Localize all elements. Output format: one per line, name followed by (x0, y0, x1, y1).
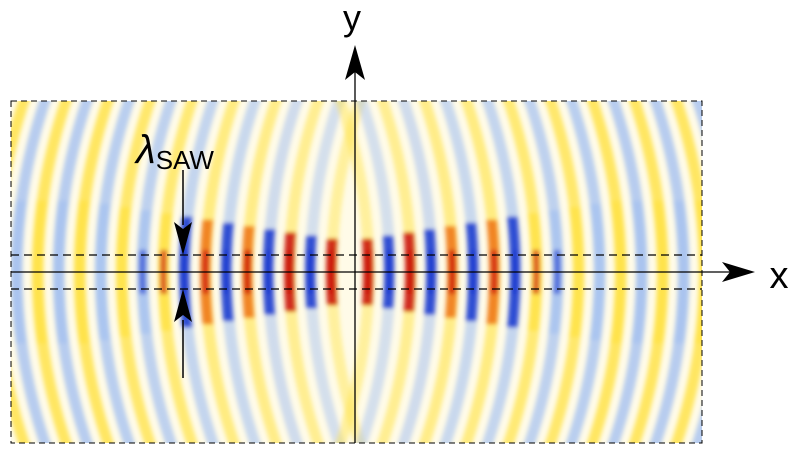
wavelength-arrow-top-head (174, 222, 192, 255)
wavefront-band (418, 101, 459, 443)
wavefront-band (565, 101, 606, 443)
wavefront-band (628, 101, 669, 443)
wavefront-band (334, 101, 375, 443)
wavefront-band (694, 200, 702, 344)
x-axis-label: x (770, 255, 789, 297)
wavefront-band (95, 101, 135, 443)
wavefront-band (649, 101, 690, 443)
wavefront-band (11, 101, 30, 443)
wavefront-band (376, 101, 417, 443)
wavefront-band (502, 101, 543, 443)
wavefront-band (397, 101, 438, 443)
wavefront-band (263, 101, 303, 443)
wavefront-band (74, 101, 114, 443)
wavefront-band (32, 101, 72, 443)
wavelength-subscript: SAW (156, 145, 215, 175)
wavefront-band (481, 101, 522, 443)
wavefront-band (326, 101, 366, 443)
y-axis-label: y (343, 0, 361, 38)
wavefront-band (439, 101, 480, 443)
wavefront-band (0, 91, 12, 450)
wavefront-band (607, 101, 648, 443)
wavefront-band (221, 101, 261, 443)
wavefront-band (284, 101, 324, 443)
wavefront-band (200, 101, 240, 443)
wavefront-band (242, 101, 282, 443)
wavefront-band (355, 101, 396, 443)
wavefront-band (586, 101, 627, 443)
wavefront-band (116, 101, 156, 443)
wavelength-arrow-bottom-head (174, 289, 192, 322)
y-axis-arrowhead (345, 45, 365, 80)
wavelength-symbol: λ (134, 128, 156, 172)
wavefront-band (179, 101, 219, 443)
wavefront-band (460, 101, 501, 443)
wavefront-band (137, 101, 177, 443)
x-axis-arrowhead (722, 262, 755, 282)
wavefront-band (53, 101, 93, 443)
wavefront-band (544, 101, 585, 443)
wavelength-label: λSAW (134, 128, 214, 175)
wavefront-band (0, 91, 11, 450)
wavefront-band (523, 101, 564, 443)
wavefront-band (670, 101, 702, 443)
wavefront-band (305, 101, 345, 443)
wavefront-band (11, 101, 51, 443)
wavefront-band (158, 101, 198, 443)
saw-wave-field (0, 91, 702, 450)
